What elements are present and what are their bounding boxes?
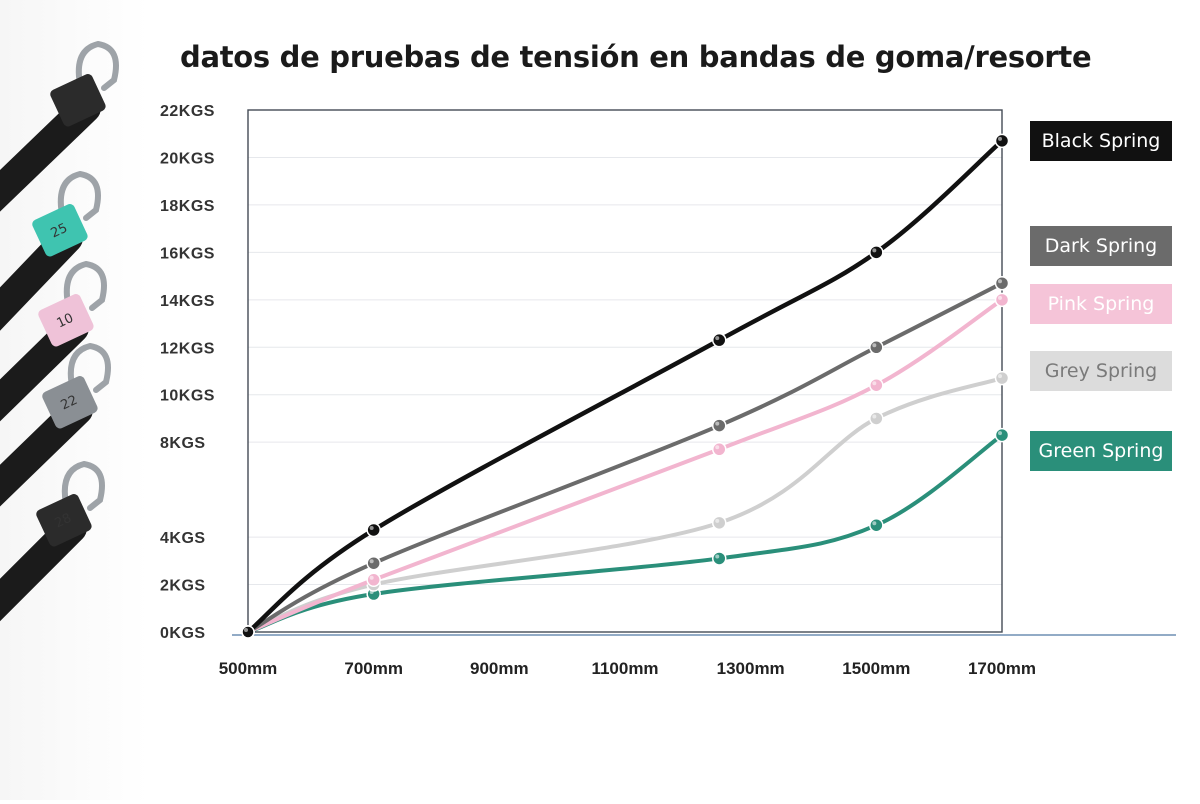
legend-item-pink-spring: Pink Spring (1030, 284, 1172, 324)
band-tag-number: 22 (59, 393, 80, 414)
band-tag (50, 74, 106, 127)
data-point-highlight (998, 279, 1002, 284)
data-point-highlight (998, 431, 1002, 436)
y-tick-label: 20KGS (160, 150, 215, 167)
y-tick-label: 14KGS (160, 293, 215, 310)
x-tick-label: 1300mm (717, 659, 785, 678)
data-point (712, 551, 727, 566)
band-tag (38, 294, 94, 347)
band-tag (36, 494, 92, 547)
data-point-highlight (715, 336, 720, 341)
x-tick-label: 1500mm (842, 659, 910, 678)
data-point (869, 517, 884, 533)
band-tag-number: 28 (53, 511, 74, 532)
series-dark-spring (241, 275, 1010, 639)
band-illustration-panel: 25 10 22 28 (0, 0, 148, 800)
band-tag (42, 376, 98, 429)
series-line (246, 376, 1004, 634)
data-point (241, 625, 255, 639)
data-point-highlight (715, 554, 720, 559)
carabiner-hook (61, 460, 105, 511)
data-point (366, 572, 381, 588)
data-point (712, 442, 727, 457)
legend-item-black-spring: Black Spring (1030, 121, 1172, 161)
data-point (994, 370, 1010, 386)
data-point (712, 332, 727, 348)
series-green-spring (241, 427, 1010, 639)
series-line (246, 281, 1004, 634)
x-tick-label: 1700mm (968, 659, 1036, 678)
y-tick-label: 18KGS (160, 198, 215, 215)
data-point (994, 275, 1010, 291)
data-point (994, 427, 1010, 443)
y-tick-label: 2KGS (160, 578, 206, 595)
data-point-highlight (715, 445, 720, 450)
data-point-highlight (369, 559, 374, 564)
data-point (712, 418, 727, 433)
y-tick-label: 22KGS (160, 103, 215, 120)
data-point-highlight (369, 525, 374, 530)
data-point-highlight (244, 628, 248, 632)
resistance-band: 25 (0, 170, 101, 331)
band-tag (32, 204, 88, 257)
legend-item-grey-spring: Grey Spring (1030, 351, 1172, 391)
data-point (994, 133, 1010, 149)
x-tick-label: 700mm (344, 659, 403, 678)
series-black-spring (241, 133, 1010, 639)
x-tick-label: 900mm (470, 659, 529, 678)
y-tick-label: 0KGS (160, 625, 206, 642)
carabiner-hook (63, 260, 107, 311)
data-point (994, 292, 1010, 308)
data-point-highlight (872, 248, 877, 253)
x-tick-label: 500mm (219, 659, 278, 678)
resistance-band: 22 (0, 342, 111, 507)
band-tag-number: 25 (49, 221, 70, 242)
y-tick-label: 10KGS (160, 388, 215, 405)
legend-item-dark-spring: Dark Spring (1030, 226, 1172, 266)
data-point-highlight (872, 381, 877, 386)
plot-frame (247, 109, 1003, 633)
carabiner-hook (57, 170, 101, 221)
data-point (869, 411, 884, 426)
series-line (246, 297, 1004, 634)
data-point-highlight (998, 374, 1002, 379)
grid (248, 109, 1002, 633)
data-point-highlight (872, 521, 877, 526)
data-point-highlight (998, 295, 1002, 300)
data-point (869, 340, 884, 355)
data-point-highlight (998, 136, 1002, 141)
chart-title: datos de pruebas de tensión en bandas de… (180, 40, 1092, 74)
data-point (869, 377, 884, 393)
data-point-highlight (872, 414, 877, 419)
resistance-bands-image: 25 10 22 28 (0, 40, 119, 622)
y-tick-label: 16KGS (160, 245, 215, 262)
y-tick-label: 12KGS (160, 340, 215, 357)
band-tag-number: 10 (55, 311, 76, 332)
legend-item-green-spring: Green Spring (1030, 431, 1172, 471)
data-point-highlight (715, 421, 720, 426)
data-point (366, 555, 381, 571)
data-point (712, 515, 727, 531)
data-point-highlight (715, 518, 720, 523)
data-point-highlight (369, 575, 374, 580)
y-tick-label: 8KGS (160, 435, 206, 452)
resistance-band: 10 (0, 260, 107, 422)
data-point-highlight (872, 343, 877, 348)
data-point (366, 522, 381, 538)
series-line (246, 433, 1004, 634)
data-point (869, 245, 884, 260)
series-line (245, 138, 1005, 635)
x-tick-label: 1100mm (591, 659, 658, 678)
resistance-band: 28 (0, 460, 105, 622)
resistance-band (0, 40, 119, 212)
series-pink-spring (241, 292, 1010, 639)
carabiner-hook (67, 342, 111, 393)
carabiner-hook (75, 40, 119, 91)
y-tick-label: 4KGS (160, 530, 206, 547)
